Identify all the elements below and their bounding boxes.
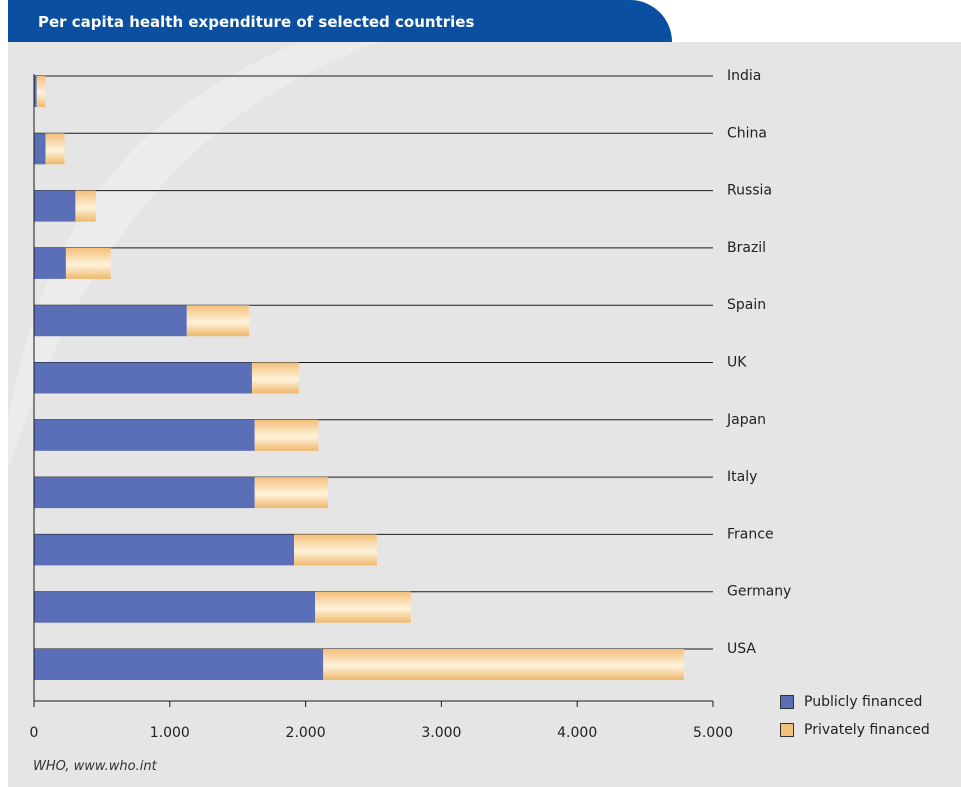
x-tick-label-2: 2.000 [286, 725, 326, 741]
legend-label-public: Publicly financed [804, 694, 923, 710]
legend-swatch-private [780, 723, 794, 737]
category-label-japan: Japan [726, 412, 766, 428]
x-tick-label-1: 1.000 [150, 725, 190, 741]
category-label-brazil: Brazil [727, 240, 766, 256]
source-note: WHO, www.who.int [33, 759, 157, 774]
bar-uk-privately-financed [251, 362, 299, 394]
chart-title: Per capita health expenditure of selecte… [38, 13, 475, 31]
category-label-italy: Italy [727, 469, 757, 485]
bar-brazil-privately-financed [65, 247, 111, 279]
bar-spain-privately-financed [186, 305, 250, 337]
legend-item-private: Privately financed [780, 721, 930, 739]
bar-russia-publicly-financed [34, 190, 76, 222]
legend-label-private: Privately financed [804, 722, 930, 738]
category-label-spain: Spain [727, 297, 766, 313]
bar-germany-privately-financed [315, 591, 411, 623]
bar-france-privately-financed [294, 534, 377, 566]
bar-china-publicly-financed [34, 133, 46, 165]
x-tick-label-0: 0 [30, 725, 39, 741]
category-label-india: India [727, 68, 761, 84]
category-label-france: France [727, 526, 774, 542]
legend-swatch-public [780, 695, 794, 709]
bar-russia-privately-financed [75, 190, 96, 222]
bar-france-publicly-financed [34, 534, 295, 566]
bar-italy-publicly-financed [34, 477, 255, 509]
x-tick-label-3: 3.000 [421, 725, 461, 741]
category-label-uk: UK [727, 355, 747, 371]
category-label-china: China [727, 125, 767, 141]
bar-china-privately-financed [45, 133, 65, 165]
bar-japan-privately-financed [254, 419, 319, 451]
bar-uk-publicly-financed [34, 362, 252, 394]
bar-india-publicly-financed [34, 76, 37, 107]
legend-item-public: Publicly financed [780, 693, 922, 711]
bar-brazil-publicly-financed [34, 247, 66, 279]
x-tick-label-5: 5.000 [693, 725, 733, 741]
bar-india-privately-financed [36, 76, 46, 107]
category-label-russia: Russia [727, 183, 772, 199]
category-label-germany: Germany [727, 584, 791, 600]
bar-japan-publicly-financed [34, 419, 255, 451]
bar-italy-privately-financed [254, 477, 329, 509]
bar-usa-privately-financed [323, 649, 684, 680]
x-tick-label-4: 4.000 [557, 725, 597, 741]
bar-germany-publicly-financed [34, 591, 316, 623]
bar-usa-publicly-financed [34, 649, 324, 680]
bar-spain-publicly-financed [34, 305, 187, 337]
header-bar: Per capita health expenditure of selecte… [8, 0, 672, 42]
category-label-usa: USA [727, 641, 756, 657]
